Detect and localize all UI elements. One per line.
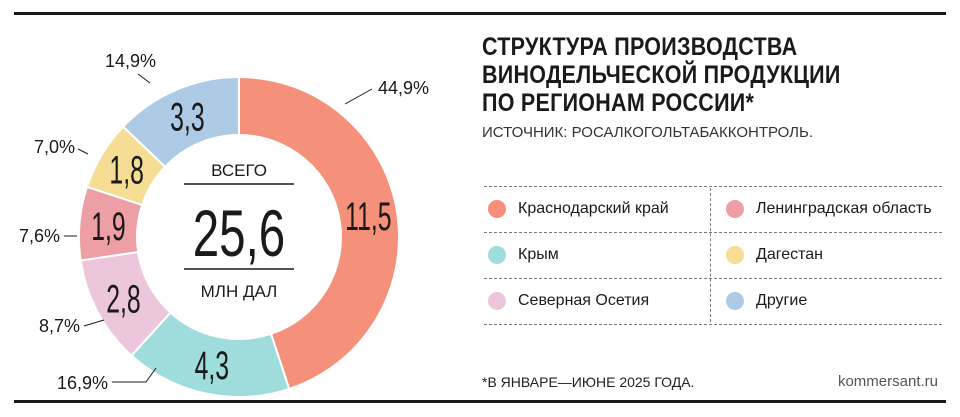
legend-swatch	[726, 246, 744, 264]
legend-label: Краснодарский край	[518, 200, 669, 217]
percent-label: 8,7%	[39, 316, 80, 336]
legend-swatch	[488, 200, 506, 218]
legend-swatch	[726, 292, 744, 310]
title-line-2: ВИНОДЕЛЬЧЕСКОЙ ПРОДУКЦИИ	[482, 61, 841, 89]
percent-label: 7,6%	[19, 226, 60, 246]
source-note: ИСТОЧНИК: РОСАЛКОГОЛЬТАБАККОНТРОЛЬ.	[482, 124, 814, 141]
slice-value-label: 1,8	[109, 149, 143, 193]
slice-value-label: 3,3	[170, 96, 204, 140]
legend-divider	[484, 278, 942, 279]
legend-label: Крым	[518, 246, 559, 263]
legend-label: Дагестан	[756, 246, 823, 263]
leader-line	[112, 367, 157, 383]
legend-swatch	[726, 200, 744, 218]
percent-label: 16,9%	[57, 373, 108, 393]
legend: Краснодарский край Крым Северная Осетия …	[484, 186, 942, 325]
bottom-rule	[14, 400, 946, 403]
leader-line	[77, 148, 89, 155]
legend-item-north-ossetia: Северная Осетия	[488, 288, 649, 314]
center-top-label: ВСЕГО	[211, 161, 267, 180]
donut-slices	[78, 75, 400, 398]
title-line-3: ПО РЕГИОНАМ РОССИИ*	[482, 89, 755, 117]
slice-value-label: 11,5	[345, 195, 391, 239]
legend-label: Ленинградская область	[756, 200, 932, 217]
legend-item-dagestan: Дагестан	[726, 242, 823, 268]
site-credit: kommersant.ru	[837, 373, 938, 390]
center-total: 25,6	[193, 197, 285, 270]
donut-slice-0	[238, 75, 400, 391]
legend-label: Другие	[756, 292, 808, 309]
legend-divider	[484, 232, 942, 233]
donut-slice-5	[121, 75, 240, 169]
percent-labels: 44,9% 16,9% 8,7% 7,6% 7,0% 14,9%	[19, 51, 429, 393]
legend-divider	[484, 186, 942, 187]
slice-value-label: 2,8	[106, 278, 140, 322]
legend-item-crimea: Крым	[488, 242, 559, 268]
title-line-1: СТРУКТУРА ПРОИЗВОДСТВА	[482, 33, 798, 61]
legend-item-krasnodar: Краснодарский край	[488, 196, 669, 222]
leader-line	[344, 88, 373, 105]
slice-value-labels: 11,5 4,3 2,8 1,9 1,8 3,3	[91, 96, 391, 389]
slice-value-label: 1,9	[91, 205, 125, 249]
leader-lines	[64, 73, 373, 383]
percent-label: 14,9%	[105, 51, 156, 71]
legend-divider	[484, 324, 942, 325]
leader-line	[83, 319, 105, 327]
donut-center: ВСЕГО 25,6 МЛН ДАЛ	[184, 161, 294, 301]
legend-column-divider	[710, 188, 711, 322]
legend-item-leningrad: Ленинградская область	[726, 196, 932, 222]
slice-value-label: 4,3	[195, 344, 229, 388]
legend-label: Северная Осетия	[518, 292, 650, 309]
legend-swatch	[488, 292, 506, 310]
percent-label: 7,0%	[34, 137, 75, 157]
chart-title: СТРУКТУРА ПРОИЗВОДСТВА ВИНОДЕЛЬЧЕСКОЙ ПР…	[482, 33, 878, 117]
top-rule	[14, 12, 946, 15]
leader-line	[137, 73, 151, 84]
legend-item-other: Другие	[726, 288, 807, 314]
legend-swatch	[488, 246, 506, 264]
footnote: *В ЯНВАРЕ—ИЮНЕ 2025 ГОДА.	[482, 374, 695, 390]
center-unit: МЛН ДАЛ	[201, 282, 278, 301]
donut-chart: 11,5 4,3 2,8 1,9 1,8 3,3 44,9% 16,9% 8,7% 7,6% 7,…	[19, 51, 429, 398]
percent-label: 44,9%	[378, 78, 429, 98]
